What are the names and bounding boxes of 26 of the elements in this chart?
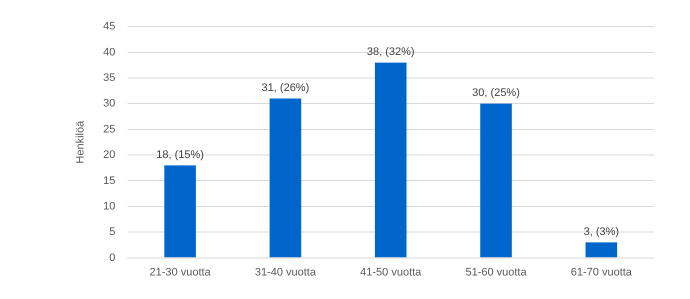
y-tick-label: 20: [103, 149, 116, 162]
x-tick-label: 51-60 vuotta: [465, 266, 528, 278]
y-tick-label: 15: [103, 174, 116, 187]
x-tick-label: 61-70 vuotta: [570, 266, 633, 278]
bar: [164, 165, 196, 258]
y-tick-label: 0: [109, 252, 116, 264]
data-label: 31, (26%): [262, 82, 310, 94]
y-tick-label: 40: [103, 46, 116, 58]
bar: [480, 104, 512, 258]
y-tick-label: 35: [103, 72, 116, 84]
y-tick-label: 25: [103, 123, 116, 136]
data-label: 18, (15%): [156, 148, 204, 161]
x-tick-label: 21-30 vuotta: [150, 266, 212, 278]
x-tick-label: 41-50 vuotta: [360, 266, 422, 278]
y-tick-label: 5: [109, 226, 116, 238]
data-label: 38, (32%): [366, 46, 415, 58]
y-axis-title: Henkilöä: [74, 120, 87, 164]
data-label: 3, (3%): [584, 226, 620, 238]
x-tick-label: 31-40 vuotta: [254, 266, 317, 278]
y-tick-label: 45: [103, 20, 116, 33]
data-label: 30, (25%): [472, 87, 520, 100]
y-tick-label: 30: [103, 98, 116, 110]
bar: [270, 98, 302, 258]
bar: [586, 242, 618, 258]
bar: [374, 62, 407, 258]
y-tick-label: 10: [103, 200, 116, 212]
